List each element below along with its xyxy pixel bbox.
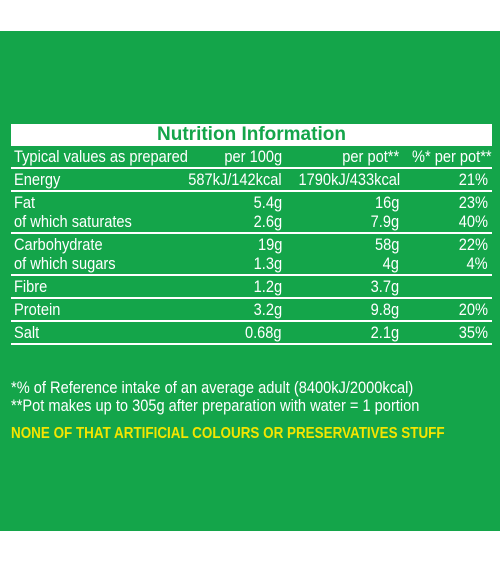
row-per-100g: 5.4g [253,193,282,212]
row-ri [399,277,490,296]
row-ri: 21% [458,170,488,189]
row-per-100g: 19g [257,235,282,254]
table-row-group: Protein 3.2g 9.8g 20% [11,299,492,320]
row-ri: 40% [458,212,488,231]
table-title-text: Nutrition Information [157,124,346,145]
table-row: of which saturates 2.6g 7.9g 40% [11,212,492,231]
header-label: Typical values as prepared [14,147,188,166]
table-row: of which sugars 1.3g 4g 4% [11,254,492,273]
row-ri: 35% [458,323,488,342]
row-divider [11,320,492,322]
table-row: Fat 5.4g 16g 23% [11,193,492,212]
table-row: Protein 3.2g 9.8g 20% [11,300,492,319]
row-label: Fibre [14,277,48,296]
nutrition-table: Nutrition Information Typical values as … [11,124,492,345]
row-divider [11,190,492,192]
header-per-100g: per 100g [224,147,282,166]
table-row-group: Salt 0.68g 2.1g 35% [11,322,492,343]
row-per-pot: 3.7g [370,277,399,296]
row-per-pot: 1790kJ/433kcal [298,170,401,189]
row-per-100g: 587kJ/142kcal [188,170,282,189]
row-per-pot: 58g [374,235,399,254]
footnotes: *% of Reference intake of an average adu… [11,379,491,415]
row-per-100g: 1.3g [253,254,282,273]
row-ri: 4% [466,254,488,273]
row-divider [11,232,492,234]
row-divider [11,167,492,169]
table-body: Energy 587kJ/142kcal 1790kJ/433kcal 21% Fat 5… [11,167,492,345]
table-row: Fibre 1.2g 3.7g [11,277,492,296]
table-row-group: Fat 5.4g 16g 23% of which saturates 2.6g 7.9g 4… [11,192,492,232]
table-row-group: Energy 587kJ/142kcal 1790kJ/433kcal 21% [11,169,492,190]
table-row: Energy 587kJ/142kcal 1790kJ/433kcal 21% [11,170,492,189]
row-divider [11,343,492,345]
row-label: Salt [14,323,40,342]
row-label: Energy [14,170,61,189]
footnote-ri: *% of Reference intake of an average adu… [11,378,414,397]
no-artificial-claim: NONE OF THAT ARTIFICIAL COLOURS OR PRESE… [11,425,445,442]
row-per-100g: 1.2g [253,277,282,296]
row-label: of which sugars [14,254,116,273]
row-label: Fat [14,193,36,212]
table-row-group: Carbohydrate 19g 58g 22% of which sugars 1.3g… [11,234,492,274]
table-row: Salt 0.68g 2.1g 35% [11,323,492,342]
row-ri: 22% [458,235,488,254]
row-per-100g: 0.68g [245,323,282,342]
table-header-row: Typical values as prepared per 100g per … [11,146,492,167]
table-row-group: Fibre 1.2g 3.7g [11,276,492,297]
row-label: Carbohydrate [14,235,103,254]
header-per-pot: per pot** [342,147,399,166]
row-per-pot: 2.1g [370,323,399,342]
row-per-pot: 7.9g [370,212,399,231]
row-label: of which saturates [14,212,132,231]
footnote-pot: **Pot makes up to 305g after preparation… [11,396,420,415]
row-per-pot: 9.8g [370,300,399,319]
row-per-pot: 16g [374,193,399,212]
nutrition-panel [0,31,500,531]
table-row: Carbohydrate 19g 58g 22% [11,235,492,254]
row-label: Protein [14,300,61,319]
row-divider [11,274,492,276]
row-per-pot: 4g [382,254,399,273]
header-ri: %* per pot** [411,147,492,166]
row-per-100g: 3.2g [253,300,282,319]
table-title: Nutrition Information [11,124,492,146]
row-per-100g: 2.6g [253,212,282,231]
row-ri: 23% [458,193,488,212]
row-ri: 20% [458,300,488,319]
row-divider [11,297,492,299]
